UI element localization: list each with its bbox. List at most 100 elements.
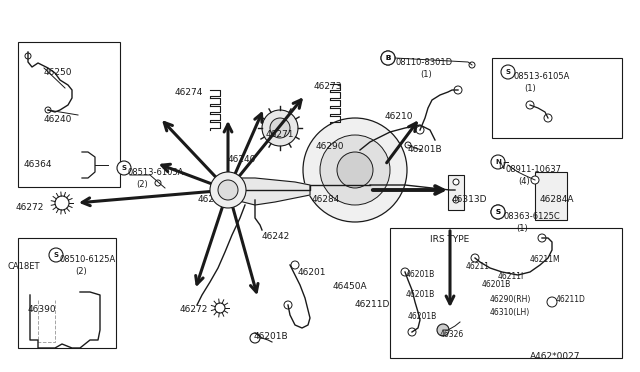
Text: 46290(RH): 46290(RH) <box>490 295 531 304</box>
Text: 46201B: 46201B <box>408 145 443 154</box>
Circle shape <box>49 248 63 262</box>
Text: 46211I: 46211I <box>498 272 524 281</box>
Circle shape <box>437 324 449 336</box>
Circle shape <box>250 333 260 343</box>
Circle shape <box>453 179 459 185</box>
Text: 46284A: 46284A <box>540 195 575 204</box>
Text: 08510-6125A: 08510-6125A <box>60 255 116 264</box>
Circle shape <box>454 86 462 94</box>
Text: 46271: 46271 <box>266 130 294 139</box>
Text: 46250: 46250 <box>44 68 72 77</box>
Circle shape <box>320 135 390 205</box>
Circle shape <box>284 301 292 309</box>
Text: 08110-8301D: 08110-8301D <box>396 58 453 67</box>
Text: 46281: 46281 <box>198 195 227 204</box>
Text: 46272: 46272 <box>180 305 209 314</box>
Circle shape <box>471 254 479 262</box>
Circle shape <box>501 65 515 79</box>
Bar <box>18 42 120 187</box>
Circle shape <box>401 268 409 276</box>
Text: S: S <box>495 209 500 215</box>
Text: 46210: 46210 <box>385 112 413 121</box>
Circle shape <box>381 51 395 65</box>
Text: 46201B: 46201B <box>408 312 437 321</box>
Text: A462*0027: A462*0027 <box>530 352 580 361</box>
Circle shape <box>547 297 557 307</box>
Text: 46201B: 46201B <box>254 332 289 341</box>
Circle shape <box>491 205 505 219</box>
Circle shape <box>405 142 411 148</box>
Circle shape <box>262 110 298 146</box>
Bar <box>390 228 622 358</box>
Text: 46284: 46284 <box>312 195 340 204</box>
Text: 46240: 46240 <box>228 155 257 164</box>
Text: 46201B: 46201B <box>482 280 511 289</box>
Bar <box>535 172 567 220</box>
Text: 46242: 46242 <box>262 232 291 241</box>
Text: 08911-10637: 08911-10637 <box>505 165 561 174</box>
Text: 46310(LH): 46310(LH) <box>490 308 531 317</box>
Text: 46201B: 46201B <box>406 290 435 299</box>
Circle shape <box>491 155 505 169</box>
Text: S: S <box>54 252 58 258</box>
Text: 46201: 46201 <box>298 268 326 277</box>
Circle shape <box>469 62 475 68</box>
Circle shape <box>531 176 539 184</box>
Circle shape <box>416 126 424 134</box>
Text: 46272: 46272 <box>16 203 44 212</box>
Text: S: S <box>506 69 511 75</box>
Text: (2): (2) <box>75 267 87 276</box>
Circle shape <box>55 196 69 210</box>
Text: 46390: 46390 <box>28 305 56 314</box>
Text: B: B <box>385 55 390 61</box>
Text: IRS TYPE: IRS TYPE <box>430 235 469 244</box>
Text: (2): (2) <box>136 180 148 189</box>
Text: (1): (1) <box>420 70 432 79</box>
Circle shape <box>544 114 552 122</box>
Text: 46313D: 46313D <box>452 195 488 204</box>
Circle shape <box>337 152 373 188</box>
Text: B: B <box>385 55 390 61</box>
Circle shape <box>291 261 299 269</box>
Bar <box>492 58 622 138</box>
Text: 46364: 46364 <box>24 160 52 169</box>
Text: S: S <box>122 165 127 171</box>
Text: 46273: 46273 <box>314 82 342 91</box>
Circle shape <box>381 51 395 65</box>
Text: 08513-6105A: 08513-6105A <box>514 72 570 81</box>
Text: (1): (1) <box>516 224 528 233</box>
Text: 46450A: 46450A <box>333 282 367 291</box>
Text: 46326: 46326 <box>440 330 464 339</box>
Text: (4): (4) <box>518 177 530 186</box>
Circle shape <box>155 180 161 186</box>
Circle shape <box>45 107 51 113</box>
Text: S: S <box>495 209 500 215</box>
Text: 46211D: 46211D <box>556 295 586 304</box>
Circle shape <box>270 118 290 138</box>
Text: 46211M: 46211M <box>530 255 561 264</box>
Circle shape <box>538 234 546 242</box>
Circle shape <box>491 205 505 219</box>
Circle shape <box>215 303 225 313</box>
Bar <box>18 238 116 348</box>
Text: 08363-6125C: 08363-6125C <box>504 212 561 221</box>
Circle shape <box>218 180 238 200</box>
Circle shape <box>408 328 416 336</box>
Circle shape <box>526 101 534 109</box>
Bar <box>448 175 464 210</box>
Text: 46290: 46290 <box>316 142 344 151</box>
Text: 46240: 46240 <box>44 115 72 124</box>
Text: N: N <box>498 162 504 171</box>
Circle shape <box>117 161 131 175</box>
Text: (1): (1) <box>524 84 536 93</box>
Circle shape <box>453 197 459 203</box>
Text: CA18ET: CA18ET <box>8 262 40 271</box>
Circle shape <box>303 118 407 222</box>
Text: 08513-6105A: 08513-6105A <box>128 168 184 177</box>
Text: 46274: 46274 <box>175 88 204 97</box>
Text: 46201B: 46201B <box>406 270 435 279</box>
Circle shape <box>210 172 246 208</box>
Text: N: N <box>495 159 501 165</box>
Polygon shape <box>235 178 310 205</box>
Circle shape <box>25 53 31 59</box>
